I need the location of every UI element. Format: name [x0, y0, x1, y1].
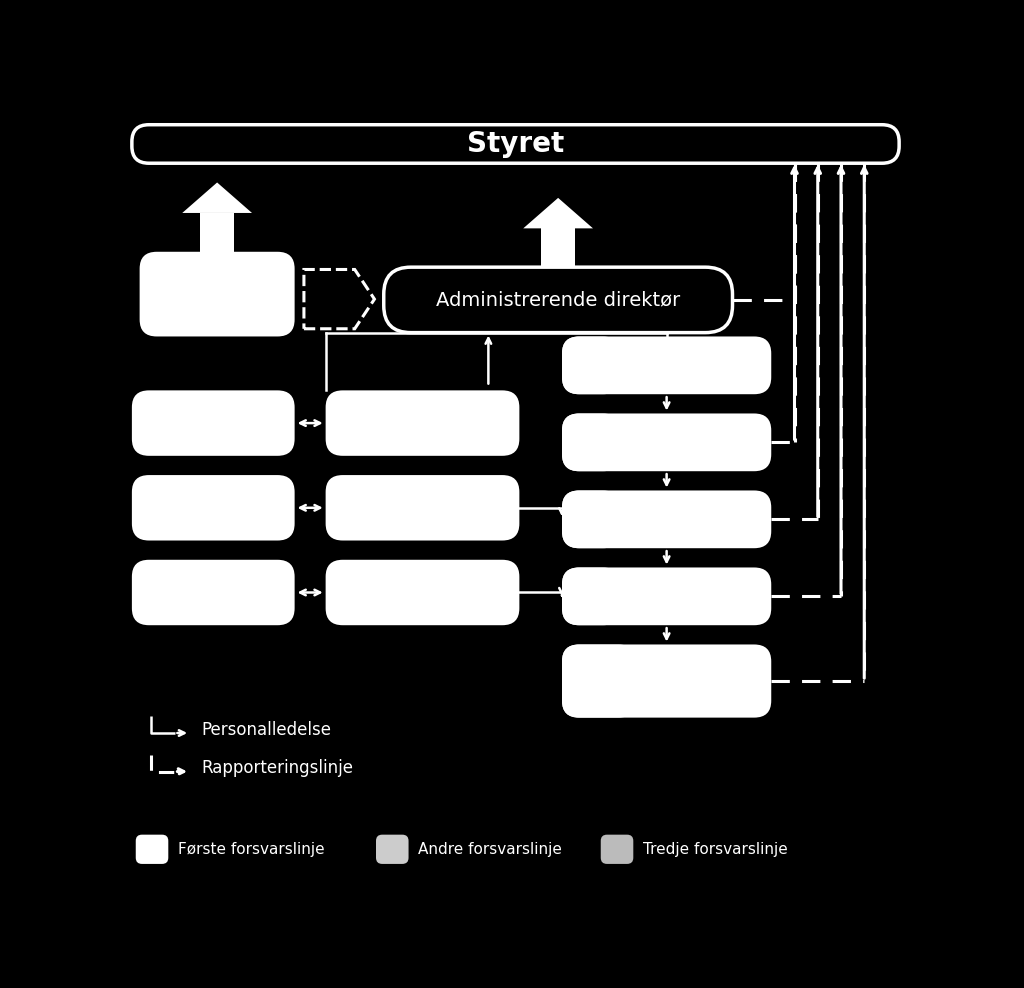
Polygon shape — [523, 198, 593, 228]
FancyBboxPatch shape — [562, 413, 771, 471]
Polygon shape — [542, 228, 574, 267]
FancyBboxPatch shape — [562, 413, 621, 471]
FancyBboxPatch shape — [132, 475, 295, 540]
FancyBboxPatch shape — [562, 490, 621, 548]
FancyBboxPatch shape — [132, 560, 295, 625]
Text: Rapporteringslinje: Rapporteringslinje — [202, 760, 353, 778]
FancyBboxPatch shape — [562, 644, 771, 717]
Text: Styret: Styret — [467, 130, 564, 158]
FancyBboxPatch shape — [384, 267, 732, 333]
FancyBboxPatch shape — [326, 475, 519, 540]
Text: Første forsvarslinje: Første forsvarslinje — [177, 842, 325, 857]
FancyBboxPatch shape — [326, 560, 519, 625]
FancyBboxPatch shape — [139, 252, 295, 337]
Text: Tredje forsvarslinje: Tredje forsvarslinje — [643, 842, 787, 857]
FancyBboxPatch shape — [136, 835, 168, 864]
FancyBboxPatch shape — [326, 390, 519, 455]
FancyBboxPatch shape — [562, 337, 621, 394]
Polygon shape — [182, 183, 252, 213]
Text: Andre forsvarslinje: Andre forsvarslinje — [418, 842, 562, 857]
FancyBboxPatch shape — [562, 337, 771, 394]
FancyBboxPatch shape — [601, 835, 633, 864]
FancyBboxPatch shape — [562, 490, 771, 548]
FancyBboxPatch shape — [562, 567, 771, 625]
FancyBboxPatch shape — [132, 124, 899, 163]
FancyBboxPatch shape — [562, 644, 636, 717]
Text: Administrerende direktør: Administrerende direktør — [436, 290, 680, 309]
FancyBboxPatch shape — [562, 567, 621, 625]
FancyBboxPatch shape — [376, 835, 409, 864]
Text: Personalledelse: Personalledelse — [202, 721, 332, 739]
FancyBboxPatch shape — [132, 390, 295, 455]
Polygon shape — [201, 213, 233, 252]
